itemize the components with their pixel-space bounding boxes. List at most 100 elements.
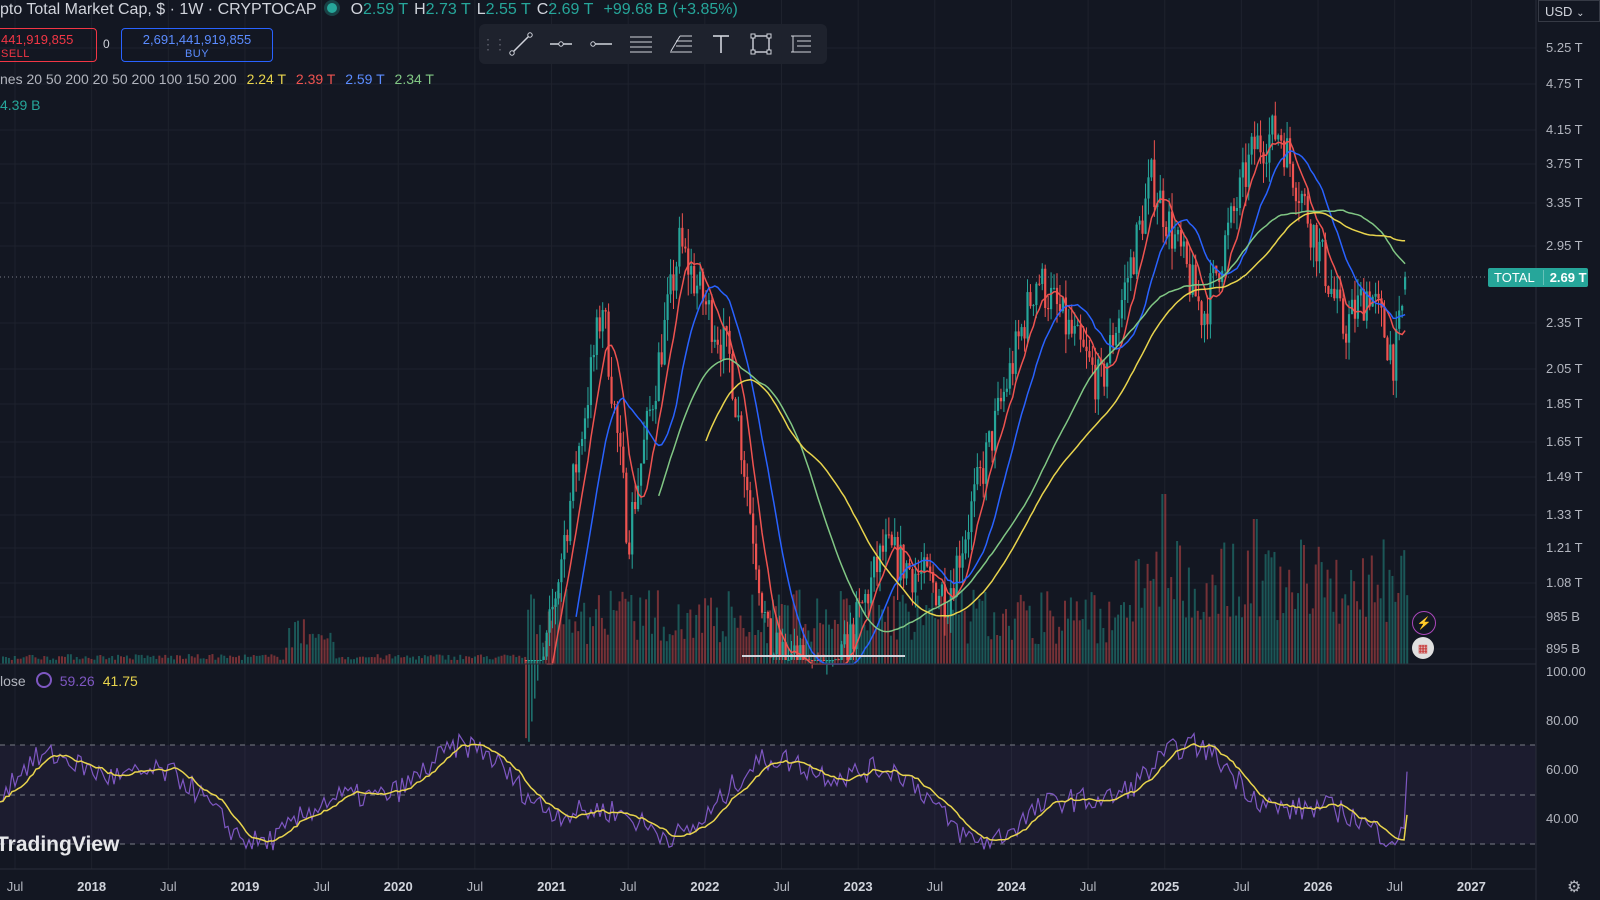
volume-bar	[1282, 613, 1285, 664]
candle-body	[707, 300, 710, 305]
volume-bar	[450, 659, 453, 664]
buy-button[interactable]: 2,691,441,919,855 BUY	[121, 28, 273, 62]
candle-body	[1224, 235, 1227, 271]
long-position-icon[interactable]	[781, 27, 821, 61]
volume-bar	[1223, 542, 1226, 664]
volume-bar	[311, 633, 314, 664]
volume-legend[interactable]: 4.39 B	[0, 97, 40, 113]
volume-bar	[1193, 588, 1196, 664]
candle	[1333, 276, 1336, 301]
volume-bar	[276, 656, 279, 664]
candle	[1052, 274, 1056, 291]
candle	[757, 565, 761, 606]
candle-body	[893, 536, 896, 546]
candle-body	[816, 660, 820, 661]
candle-body	[946, 616, 949, 618]
volume-bar	[1093, 595, 1096, 664]
volume-bar	[860, 608, 863, 664]
volume-bar	[432, 656, 435, 664]
volume-bar	[1117, 614, 1120, 664]
volume-bar	[512, 654, 515, 664]
candle-body	[923, 557, 926, 572]
candle-body	[563, 535, 566, 560]
candle-body	[681, 227, 684, 247]
time-tick-month: Jul	[6, 879, 24, 894]
volume-bar	[1211, 574, 1214, 664]
volume-bar	[1066, 618, 1069, 664]
trend-line-icon[interactable]	[501, 27, 541, 61]
volume-bar	[1158, 606, 1161, 664]
price-tick-label: 2.35 T	[1546, 315, 1583, 330]
candle	[595, 309, 598, 370]
volume-bar	[704, 598, 707, 664]
candle-body	[1377, 293, 1380, 299]
volume-bar	[1302, 545, 1305, 664]
lightning-icon[interactable]: ⚡	[1412, 611, 1436, 635]
candle-body	[1055, 287, 1059, 305]
volume-bar	[639, 597, 642, 664]
candle-body	[619, 432, 622, 447]
candle-body	[1353, 299, 1357, 319]
us-flag-icon[interactable]: ▦	[1412, 637, 1434, 659]
moving-average-legend[interactable]: nes 20 50 200 20 50 200 100 150 200 2.24…	[0, 71, 440, 87]
volume-bar	[1341, 598, 1344, 664]
volume-bar	[1382, 539, 1385, 664]
candle	[1144, 183, 1147, 235]
candle	[1374, 282, 1377, 314]
rectangle-icon[interactable]	[741, 27, 781, 61]
candle-body	[1256, 135, 1259, 150]
candle	[669, 259, 672, 303]
text-tool-icon[interactable]	[701, 27, 741, 61]
candle-body	[1029, 292, 1032, 307]
volume-bar	[122, 656, 125, 664]
drag-handle-icon[interactable]: ⋮⋮	[481, 35, 507, 52]
horizontal-ray-icon[interactable]	[541, 27, 581, 61]
candle-body	[1386, 337, 1389, 361]
candle-body	[663, 319, 666, 365]
candle-body	[784, 641, 787, 660]
candle-body	[887, 534, 890, 536]
volume-bar	[49, 659, 52, 664]
currency-selector[interactable]: USD ⌄	[1538, 0, 1600, 22]
candle-body	[1247, 154, 1250, 187]
candle	[1050, 272, 1053, 320]
candle-body	[749, 490, 752, 514]
volume-bar	[332, 641, 335, 664]
candle-body	[1389, 344, 1392, 361]
volume-bar	[786, 605, 789, 664]
fib-retracement-icon[interactable]	[661, 27, 701, 61]
volume-bar	[1010, 639, 1013, 664]
horizontal-line-icon[interactable]	[581, 27, 621, 61]
candle-body	[604, 310, 607, 312]
candle-body	[1117, 318, 1121, 333]
candle-body	[1085, 346, 1088, 352]
ohlc-low-value: 2.55 T	[485, 1, 531, 18]
volume-bar	[382, 659, 385, 664]
volume-bar	[356, 657, 358, 664]
sell-button[interactable]: 441,919,855 SELL	[0, 28, 97, 62]
volume-bar	[1055, 643, 1058, 664]
symbol-title[interactable]: pto Total Market Cap, $ · 1W · CRYPTOCAP	[0, 1, 317, 18]
volume-bar	[1320, 562, 1323, 664]
volume-bar	[249, 656, 252, 664]
volume-bar	[1406, 595, 1409, 664]
candle	[1206, 295, 1209, 340]
candle-body	[1091, 357, 1094, 365]
ohlc-open-value: 2.59 T	[363, 1, 409, 18]
volume-bar	[217, 657, 220, 664]
candle-body	[884, 534, 887, 552]
candle	[979, 460, 982, 487]
rsi-legend[interactable]: lose 59.26 41.75	[0, 672, 138, 690]
volume-bar	[22, 657, 25, 664]
volume-bar	[1081, 619, 1084, 664]
volume-bar	[618, 601, 621, 664]
volume-bar	[84, 656, 87, 664]
last-price-symbol: TOTAL	[1488, 270, 1544, 285]
candle-body	[976, 466, 979, 485]
settings-icon[interactable]: ⚙	[1567, 879, 1582, 896]
volume-bar	[214, 659, 217, 664]
candle	[722, 308, 725, 374]
volume-bar	[562, 624, 565, 664]
parallel-channel-icon[interactable]	[621, 27, 661, 61]
